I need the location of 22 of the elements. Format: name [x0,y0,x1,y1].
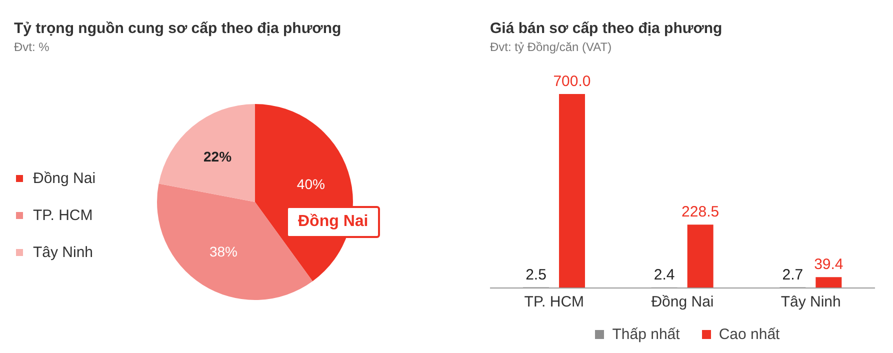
chart-subtitle: Đvt: tỷ Đồng/căn (VAT) [490,40,613,54]
chart-title: Tỷ trọng nguồn cung sơ cấp theo địa phương [14,20,342,37]
data-label: 38% [209,244,238,260]
data-label: 39.4 [814,256,844,274]
data-label: 228.5 [682,204,720,221]
data-label: 2.4 [654,266,675,284]
legend-label: TP. HCM [32,206,94,226]
legend-label: Đồng Nai [32,169,96,189]
chart-title: Giá bán sơ cấp theo địa phương [490,20,724,37]
x-tick-label: Đồng Nai [651,294,714,311]
legend-label: Thấp nhất [611,326,680,343]
data-label: 2.5 [526,266,546,284]
data-label: 40% [296,176,325,192]
chart-subtitle: Đvt: % [14,40,50,54]
data-label: 22% [204,148,232,165]
x-tick-label: TP. HCM [524,294,584,311]
data-label: 700.0 [553,73,591,90]
legend-label: Tây Ninh [32,243,94,263]
data-label: 2.7 [782,266,804,284]
legend-label: Cao nhất [718,326,780,343]
text: Đồng Nai [286,206,380,238]
x-tick-label: Tây Ninh [780,294,841,311]
